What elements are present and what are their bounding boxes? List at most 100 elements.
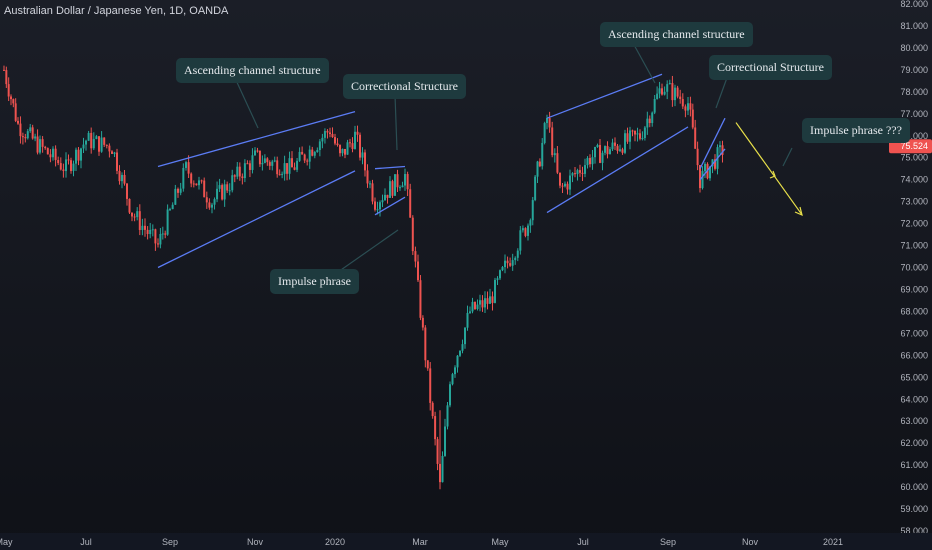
candle-body — [288, 158, 291, 174]
candle-body — [661, 88, 663, 95]
candle-body — [596, 145, 599, 147]
y-tick-label: 78.000 — [900, 87, 928, 97]
candle-body — [436, 439, 439, 464]
candle-body — [296, 160, 299, 170]
candle-body — [396, 174, 399, 188]
candle-body — [429, 368, 432, 403]
candle-body — [584, 165, 586, 174]
candle-body — [70, 160, 72, 171]
candle-body — [316, 149, 319, 153]
callout-correctional-1: Correctional Structure — [343, 74, 466, 99]
y-tick-label: 61.000 — [900, 460, 928, 470]
candle-body — [41, 139, 44, 147]
candle-body — [329, 132, 331, 134]
candle-body — [12, 99, 15, 104]
candle-body — [62, 169, 65, 172]
candle-body — [591, 157, 594, 165]
candle-body — [441, 455, 444, 483]
candle-body — [179, 188, 182, 193]
candle-body — [721, 145, 724, 155]
candle-body — [243, 163, 246, 179]
candle-body — [409, 189, 412, 218]
candle-body — [46, 148, 49, 155]
candle-body — [336, 143, 339, 146]
candle-body — [126, 183, 128, 199]
candle-body — [471, 301, 474, 312]
candle-body — [306, 160, 309, 162]
candle-body — [133, 216, 136, 218]
candle-body — [231, 175, 234, 191]
candle-body — [579, 170, 581, 173]
candle-body — [192, 183, 195, 185]
candle-body — [491, 296, 494, 303]
candle-body — [351, 143, 354, 149]
candle-body — [356, 131, 359, 135]
candle-body — [159, 234, 162, 245]
candle-body — [529, 220, 532, 226]
candle-body — [359, 134, 361, 158]
candle-body — [639, 133, 641, 139]
candle-body — [604, 146, 606, 153]
candle-body — [136, 211, 139, 218]
candle-body — [651, 112, 654, 124]
candle-body — [449, 384, 451, 406]
candle-body — [643, 127, 646, 139]
candle-body — [241, 176, 244, 179]
candle-body — [205, 197, 208, 203]
candle-body — [454, 367, 456, 375]
trendline-channel2_lower — [546, 126, 689, 214]
candle-body — [434, 416, 437, 440]
candle-body — [116, 152, 118, 171]
candle-body — [108, 145, 111, 152]
candle-body — [516, 250, 519, 258]
candle-body — [77, 149, 80, 161]
callout-correctional-2: Correctional Structure — [709, 55, 832, 80]
x-axis-band — [0, 533, 932, 550]
candle-body — [384, 194, 386, 201]
candle-body — [648, 118, 651, 124]
candle-body — [496, 278, 499, 280]
candle-body — [541, 142, 544, 167]
candle-body — [54, 148, 57, 160]
candle-body — [19, 123, 22, 137]
candle-body — [658, 88, 661, 94]
candle-body — [709, 166, 711, 179]
candle-body — [87, 132, 90, 141]
y-tick-label: 58.000 — [900, 526, 928, 536]
candle-body — [218, 185, 221, 189]
candle-body — [261, 162, 264, 165]
candle-body — [576, 170, 579, 175]
candle-body — [185, 162, 187, 168]
candle-body — [233, 175, 236, 177]
candle-body — [461, 344, 464, 351]
candle-body — [704, 163, 706, 172]
candle-body — [531, 200, 534, 221]
candle-body — [341, 148, 344, 154]
candle-body — [506, 260, 509, 264]
candle-body — [103, 137, 106, 145]
y-tick-label: 69.000 — [900, 284, 928, 294]
candle-body — [52, 148, 54, 158]
candle-body — [594, 146, 596, 158]
candle-body — [394, 174, 396, 196]
candle-body — [694, 127, 697, 149]
x-tick-label: Jul — [80, 537, 92, 547]
symbol-title: Australian Dollar / Japanese Yen, 1D, OA… — [4, 5, 229, 17]
candle-body — [536, 161, 539, 177]
candle-body — [399, 187, 401, 189]
candle-body — [538, 161, 541, 167]
candle-body — [404, 174, 406, 186]
callout-pointer — [394, 94, 398, 151]
candle-body — [634, 130, 636, 135]
candle-body — [26, 131, 29, 139]
candle-body — [489, 296, 491, 304]
candle-body — [636, 133, 639, 135]
projection-arrow-mid-head — [769, 170, 776, 179]
callout-impulse-1: Impulse phrase — [270, 269, 359, 294]
candle-body — [641, 138, 644, 140]
y-tick-label: 82.000 — [900, 0, 928, 9]
candle-body — [67, 159, 70, 161]
y-tick-label: 75.000 — [900, 153, 928, 163]
candle-body — [524, 228, 527, 236]
